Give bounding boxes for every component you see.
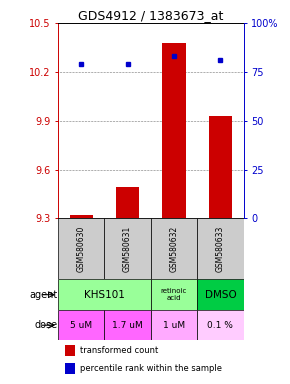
Text: GSM580632: GSM580632 xyxy=(169,226,179,272)
Bar xyxy=(104,218,151,280)
Bar xyxy=(58,310,104,341)
Text: percentile rank within the sample: percentile rank within the sample xyxy=(80,364,222,373)
Title: GDS4912 / 1383673_at: GDS4912 / 1383673_at xyxy=(78,9,224,22)
Bar xyxy=(197,218,244,280)
Text: GSM580630: GSM580630 xyxy=(77,226,86,272)
Bar xyxy=(151,310,197,341)
Bar xyxy=(162,43,186,218)
Bar xyxy=(151,218,197,280)
Bar xyxy=(209,116,232,218)
Bar xyxy=(197,310,244,341)
Text: 5 uM: 5 uM xyxy=(70,321,92,330)
Bar xyxy=(58,280,151,310)
Text: 0.1 %: 0.1 % xyxy=(207,321,233,330)
Bar xyxy=(104,310,151,341)
Bar xyxy=(66,345,75,356)
Text: 1.7 uM: 1.7 uM xyxy=(112,321,143,330)
Text: GSM580631: GSM580631 xyxy=(123,226,132,272)
Bar xyxy=(66,363,75,374)
Text: KHS101: KHS101 xyxy=(84,290,125,300)
Text: GSM580633: GSM580633 xyxy=(216,226,225,272)
Bar xyxy=(116,187,139,218)
Text: 1 uM: 1 uM xyxy=(163,321,185,330)
Bar xyxy=(58,218,104,280)
Text: retinoic
acid: retinoic acid xyxy=(161,288,187,301)
Text: transformed count: transformed count xyxy=(80,346,159,355)
Bar xyxy=(70,215,93,218)
Text: DMSO: DMSO xyxy=(204,290,236,300)
Text: agent: agent xyxy=(30,290,58,300)
Text: dose: dose xyxy=(35,320,58,330)
Bar xyxy=(197,280,244,310)
Bar xyxy=(151,280,197,310)
